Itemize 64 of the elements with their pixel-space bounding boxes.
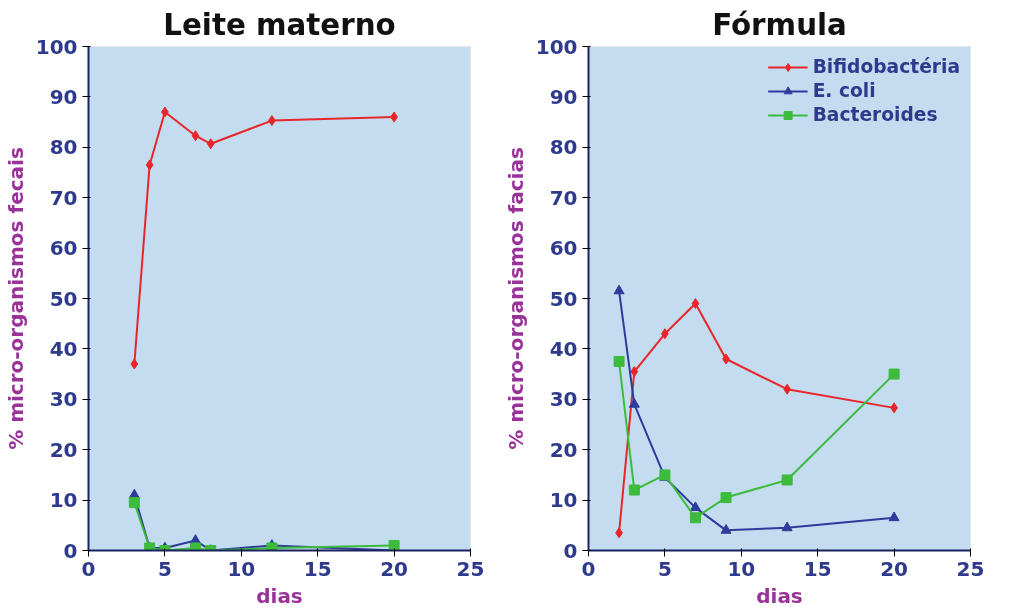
y-tick-label: 40 (49, 336, 78, 361)
x-tick-label: 20 (380, 556, 409, 581)
x-tick-label: 15 (803, 556, 832, 581)
point (613, 356, 625, 367)
x-tick-label: 25 (456, 556, 485, 581)
y-tick-label: 70 (49, 185, 78, 210)
point (191, 130, 200, 142)
point (689, 512, 701, 524)
y-tick-label: 80 (49, 135, 78, 160)
point (720, 524, 732, 534)
y-tick-label: 60 (549, 236, 578, 261)
y-tick-label: 50 (49, 286, 78, 311)
y-tick-label: 50 (549, 286, 578, 311)
x-axis-title: dias (756, 583, 803, 608)
y-tick-label: 60 (49, 236, 78, 261)
point (613, 284, 625, 295)
point (888, 368, 900, 380)
point (388, 539, 400, 551)
y-tick-label: 30 (49, 387, 78, 412)
y-tick-label: 20 (549, 437, 578, 462)
y-tick-label: 40 (549, 336, 578, 361)
point (145, 159, 154, 171)
point (720, 492, 732, 504)
x-tick-label: 15 (303, 556, 332, 581)
legend-label: Bifidobactéria (812, 56, 960, 77)
point (206, 138, 215, 150)
x-tick-label: 5 (157, 556, 172, 581)
point (888, 511, 900, 522)
y-tick-label: 10 (549, 488, 578, 513)
x-tick-label: 25 (956, 556, 985, 581)
x-tick-label: 10 (227, 556, 256, 581)
y-tick-label: 90 (49, 84, 78, 109)
y-tick-label: 80 (549, 135, 578, 160)
point (781, 521, 793, 532)
chart-title: Fórmula (712, 7, 847, 42)
y-tick-label: 70 (549, 185, 578, 210)
y-axis-title: % micro-organismos fecais (3, 147, 28, 450)
point (189, 542, 201, 551)
y-tick-label: 10 (49, 488, 78, 513)
y-tick-label: 20 (49, 437, 78, 462)
x-tick-label: 10 (727, 556, 756, 581)
y-tick-label: 100 (35, 34, 78, 59)
point (630, 366, 639, 378)
y-tick-label: 30 (549, 387, 578, 412)
point (628, 398, 640, 408)
point (689, 501, 701, 512)
point (128, 497, 140, 509)
chart-title: Leite materno (163, 7, 396, 42)
y-axis-title: % micro-organismos facias (503, 147, 528, 450)
x-axis-title: dias (256, 583, 303, 608)
point (691, 298, 700, 310)
y-tick-label: 100 (535, 34, 578, 59)
x-tick-label: 0 (81, 556, 96, 581)
point (130, 358, 139, 370)
x-tick-label: 0 (581, 556, 596, 581)
x-tick-label: 20 (880, 556, 909, 581)
point (781, 474, 793, 486)
y-tick-label: 90 (549, 84, 578, 109)
point (628, 484, 640, 496)
legend-label: E. coli (812, 80, 876, 101)
y-tick-label: 0 (563, 538, 578, 563)
x-tick-label: 5 (657, 556, 672, 581)
legend-label: Bacteroides (812, 104, 938, 125)
y-tick-label: 0 (63, 538, 78, 563)
